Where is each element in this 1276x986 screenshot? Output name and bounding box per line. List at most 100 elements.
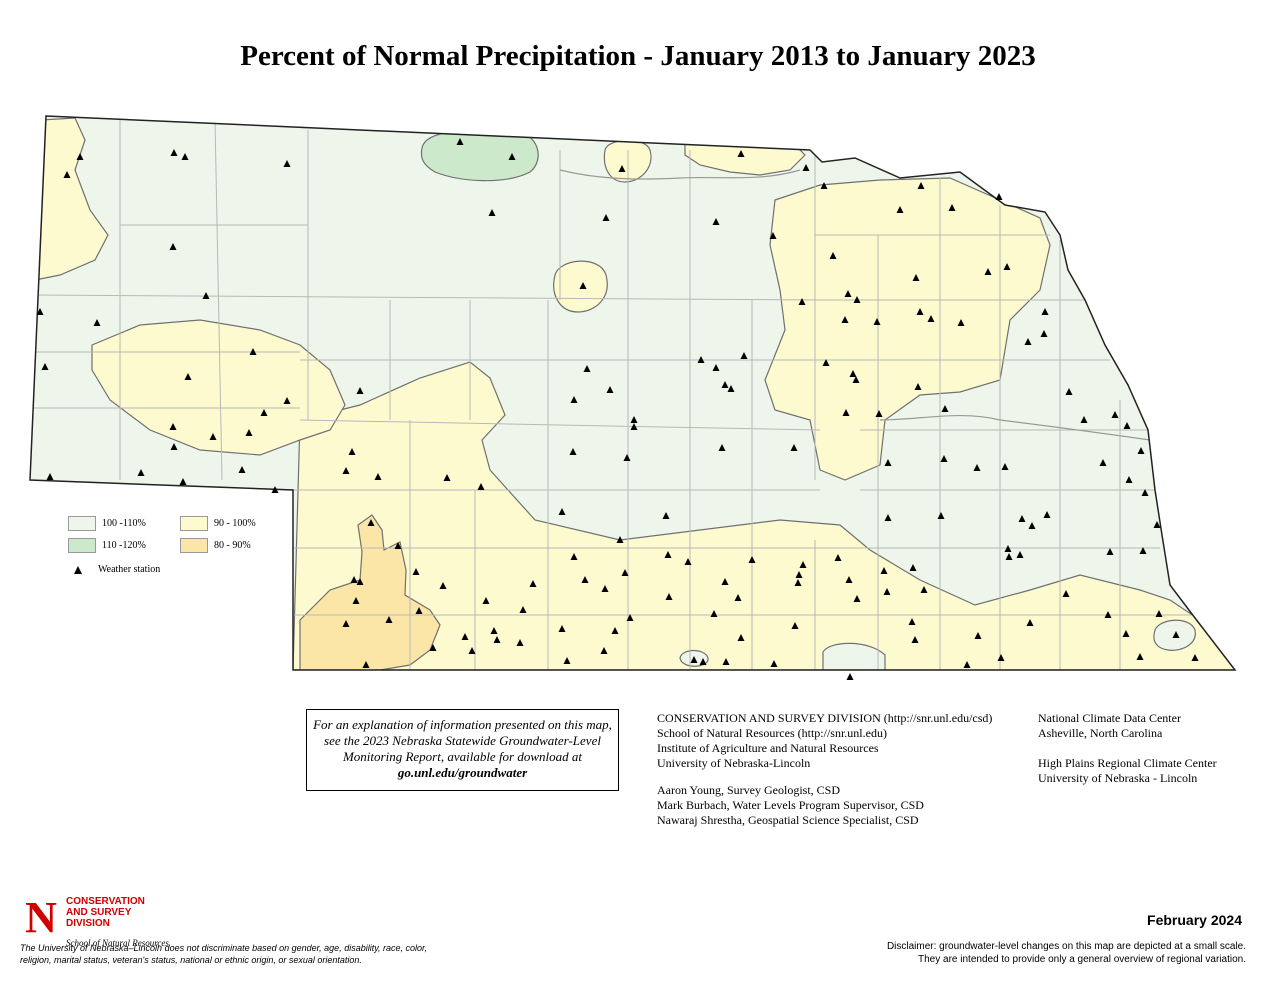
weather-station-marker [790, 444, 798, 451]
weather-station-marker [927, 315, 935, 322]
weather-station-marker [849, 370, 857, 377]
weather-station-marker [456, 138, 464, 145]
weather-station-marker [769, 232, 777, 239]
weather-station-marker [516, 639, 524, 646]
weather-station-marker [1043, 511, 1051, 518]
credits-left: CONSERVATION AND SURVEY DIVISION (http:/… [657, 711, 992, 771]
zone-90-100-northeast [764, 177, 1051, 481]
weather-station-marker [844, 290, 852, 297]
explanation-link[interactable]: go.unl.edu/groundwater [397, 765, 528, 780]
weather-station-marker [202, 292, 210, 299]
weather-station-marker [712, 364, 720, 371]
weather-station-marker [791, 622, 799, 629]
weather-station-marker [245, 429, 253, 436]
weather-station-marker [697, 356, 705, 363]
zone-90-100-central-pocket [553, 260, 608, 313]
weather-station-marker [374, 473, 382, 480]
weather-station-marker [356, 387, 364, 394]
weather-station-marker [917, 182, 925, 189]
weather-station-marker [896, 206, 904, 213]
weather-station-marker [1004, 545, 1012, 552]
weather-station-marker [1003, 263, 1011, 270]
credit-line: University of Nebraska - Lincoln [1038, 771, 1198, 785]
weather-station-marker [834, 554, 842, 561]
weather-station-marker [626, 614, 634, 621]
weather-station-marker [699, 658, 707, 665]
weather-station-marker [429, 644, 437, 651]
weather-station-marker [606, 386, 614, 393]
weather-station-marker [352, 597, 360, 604]
weather-station-marker [973, 464, 981, 471]
weather-station-marker [1111, 411, 1119, 418]
weather-station-marker [249, 348, 257, 355]
weather-station-marker [712, 218, 720, 225]
weather-station-marker [362, 661, 370, 668]
weather-station-marker [884, 514, 892, 521]
weather-station-marker [937, 512, 945, 519]
weather-station-marker [665, 593, 673, 600]
legend-swatch [68, 516, 96, 531]
weather-station-marker [508, 153, 516, 160]
weather-station-marker [490, 627, 498, 634]
weather-station-marker [852, 376, 860, 383]
weather-station-marker [630, 416, 638, 423]
weather-station-marker [957, 319, 965, 326]
legend-item-100-110: 100 -110% [68, 516, 146, 531]
weather-station-marker [482, 597, 490, 604]
state-outline [29, 115, 1237, 671]
weather-station-marker [721, 578, 729, 585]
credits-people: Aaron Young, Survey Geologist, CSD Mark … [657, 783, 924, 828]
weather-station-marker [1123, 422, 1131, 429]
map-title: Percent of Normal Precipitation - Januar… [240, 40, 1036, 72]
weather-station-marker [795, 571, 803, 578]
weather-station-marker [1141, 489, 1149, 496]
weather-station-marker [600, 647, 608, 654]
weather-station-marker [737, 150, 745, 157]
weather-station-marker [1139, 547, 1147, 554]
weather-station-marker [443, 474, 451, 481]
weather-station-marker [909, 564, 917, 571]
weather-station-marker [137, 469, 145, 476]
weather-station-marker [664, 551, 672, 558]
disclaimer-line: They are intended to provide only a gene… [918, 954, 1246, 965]
weather-station-marker [1001, 463, 1009, 470]
weather-station-marker [737, 634, 745, 641]
weather-station-marker [342, 467, 350, 474]
weather-station-marker [1125, 476, 1133, 483]
legend-swatch [180, 516, 208, 531]
weather-station-marker [770, 660, 778, 667]
weather-station-marker [616, 536, 624, 543]
weather-station-marker [623, 454, 631, 461]
weather-station-marker [630, 423, 638, 430]
weather-station-marker [911, 636, 919, 643]
weather-station-marker [356, 578, 364, 585]
weather-station-marker [984, 268, 992, 275]
weather-station-marker [1106, 548, 1114, 555]
weather-station-marker [842, 409, 850, 416]
credit-line: Nawaraj Shrestha, Geospatial Science Spe… [657, 813, 919, 827]
weather-station-marker [63, 171, 71, 178]
weather-station-marker [846, 673, 854, 680]
credits-right: National Climate Data Center Asheville, … [1038, 711, 1217, 786]
weather-station-marker [841, 316, 849, 323]
logo-text: CONSERVATION AND SURVEY DIVISION School … [66, 896, 169, 948]
weather-station-marker [385, 616, 393, 623]
weather-station-marker [569, 448, 577, 455]
zone-80-90 [299, 514, 441, 670]
credit-line: CONSERVATION AND SURVEY DIVISION (http:/… [657, 711, 993, 725]
weather-station-marker [76, 153, 84, 160]
weather-station-marker [1136, 653, 1144, 660]
weather-station-marker [41, 363, 49, 370]
river-lines [559, 169, 1151, 441]
weather-station-marker [367, 519, 375, 526]
explanation-box: For an explanation of information presen… [306, 709, 619, 791]
weather-station-marker [883, 588, 891, 595]
weather-station-marker [581, 576, 589, 583]
weather-station-marker [853, 595, 861, 602]
weather-station-marker [170, 443, 178, 450]
weather-station-marker [920, 586, 928, 593]
weather-station-marker [853, 296, 861, 303]
weather-station-marker [1016, 551, 1024, 558]
zone-90-100-panhandle [91, 319, 346, 456]
weather-station-marker [822, 359, 830, 366]
